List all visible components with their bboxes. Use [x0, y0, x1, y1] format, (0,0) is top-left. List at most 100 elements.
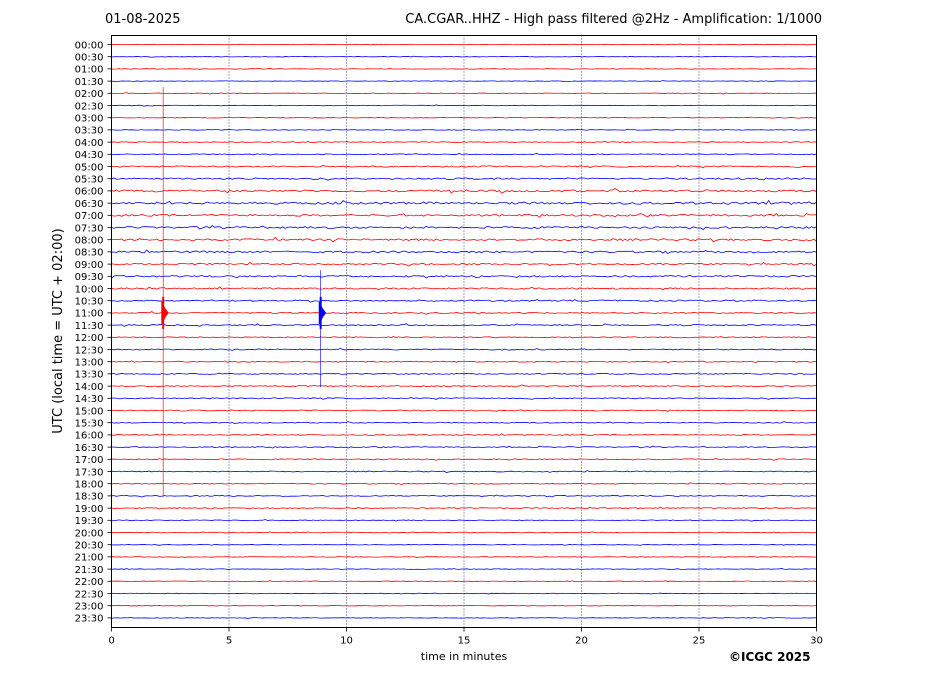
- trace-0930: [111, 274, 817, 279]
- trace-1130: [111, 323, 817, 327]
- plot-frame: [111, 35, 817, 628]
- y-tick-label-1330: 13:30: [75, 370, 104, 381]
- trace-0800: [111, 236, 817, 243]
- trace-0630: [111, 199, 817, 206]
- trace-1800: [111, 482, 817, 486]
- trace-1030: [111, 299, 817, 303]
- trace-0030: [111, 55, 817, 58]
- y-tick-label-0700: 07:00: [75, 211, 104, 222]
- trace-1000: [111, 286, 817, 291]
- x-tick-label-30: 30: [810, 636, 823, 647]
- y-tick-label-1500: 15:00: [75, 406, 104, 417]
- y-tick-label-2030: 20:30: [75, 541, 104, 552]
- y-tick-label-2100: 21:00: [75, 553, 104, 564]
- trace-1330: [111, 372, 817, 376]
- trace-2300: [111, 604, 817, 607]
- trace-2230: [111, 592, 817, 595]
- x-tick-label-10: 10: [340, 636, 353, 647]
- event-spikes: [161, 87, 327, 497]
- trace-0700: [111, 212, 817, 218]
- trace-1830: [111, 494, 817, 498]
- y-tick-label-0130: 01:30: [75, 77, 104, 88]
- trace-0830: [111, 249, 817, 255]
- trace-0900: [111, 261, 817, 267]
- y-tick-label-1600: 16:00: [75, 431, 104, 442]
- y-tick-label-1000: 10:00: [75, 284, 104, 295]
- x-tick-label-25: 25: [693, 636, 706, 647]
- trace-1600: [111, 433, 817, 436]
- y-tick-label-0900: 09:00: [75, 260, 104, 271]
- x-axis-label: time in minutes: [421, 650, 508, 663]
- x-tick-label-5: 5: [226, 636, 232, 647]
- y-tick-label-2130: 21:30: [75, 565, 104, 576]
- trace-0330: [111, 128, 817, 131]
- y-tick-label-0000: 00:00: [75, 40, 104, 51]
- trace-0530: [111, 177, 817, 181]
- y-tick-label-1830: 18:30: [75, 492, 104, 503]
- y-tick-label-0200: 02:00: [75, 89, 104, 100]
- y-tick-label-2230: 22:30: [75, 589, 104, 600]
- trace-1400: [111, 384, 817, 388]
- y-tick-label-1400: 14:00: [75, 382, 104, 393]
- trace-0100: [111, 67, 817, 70]
- trace-2130: [111, 568, 817, 571]
- y-tick-label-1630: 16:30: [75, 443, 104, 454]
- trace-2330: [111, 616, 817, 619]
- seismic-traces: [111, 43, 817, 619]
- y-tick-label-1530: 15:30: [75, 419, 104, 430]
- y-tick-label-1900: 19:00: [75, 504, 104, 515]
- trace-1730: [111, 470, 817, 473]
- y-tick-label-0100: 01:00: [75, 65, 104, 76]
- grid-lines: [228, 35, 700, 628]
- trace-2100: [111, 555, 817, 558]
- y-tick-label-1730: 17:30: [75, 467, 104, 478]
- plot-title: CA.CGAR..HHZ - High pass filtered @2Hz -…: [405, 12, 822, 27]
- y-tick-label-2300: 23:00: [75, 602, 104, 613]
- y-tick-label-1300: 13:00: [75, 358, 104, 369]
- y-tick-label-0600: 06:00: [75, 187, 104, 198]
- trace-1300: [111, 360, 817, 363]
- trace-1230: [111, 347, 817, 351]
- trace-1100: [111, 311, 817, 315]
- y-tick-label-2000: 20:00: [75, 528, 104, 539]
- y-tick-label-1700: 17:00: [75, 455, 104, 466]
- trace-1500: [111, 409, 817, 412]
- y-tick-label-1930: 19:30: [75, 516, 104, 527]
- trace-0130: [111, 80, 817, 82]
- y-tick-label-1130: 11:30: [75, 321, 104, 332]
- x-tick-label-20: 20: [575, 636, 588, 647]
- y-tick-label-1230: 12:30: [75, 345, 104, 356]
- trace-1630: [111, 445, 817, 449]
- trace-0500: [111, 164, 817, 169]
- y-tick-label-2200: 22:00: [75, 577, 104, 588]
- trace-2200: [111, 580, 817, 583]
- y-tick-label-0800: 08:00: [75, 236, 104, 247]
- y-tick-label-0930: 09:30: [75, 272, 104, 283]
- y-tick-label-0230: 02:30: [75, 101, 104, 112]
- y-tick-label-0300: 03:00: [75, 114, 104, 125]
- y-tick-label-0430: 04:30: [75, 150, 104, 161]
- x-tick-label-0: 0: [108, 636, 114, 647]
- trace-0200: [111, 92, 817, 95]
- y-tick-label-1800: 18:00: [75, 480, 104, 491]
- trace-0000: [111, 43, 817, 46]
- y-tick-label-0730: 07:30: [75, 223, 104, 234]
- y-tick-label-0330: 03:30: [75, 126, 104, 137]
- y-tick-label-2330: 23:30: [75, 614, 104, 625]
- y-tick-label-0530: 05:30: [75, 175, 104, 186]
- trace-1430: [111, 396, 817, 400]
- y-tick-label-0500: 05:00: [75, 162, 104, 173]
- trace-0400: [111, 140, 817, 144]
- y-tick-label-1030: 10:30: [75, 297, 104, 308]
- trace-1200: [111, 336, 817, 339]
- trace-0600: [111, 188, 817, 194]
- trace-1530: [111, 421, 817, 425]
- y-tick-label-1100: 11:00: [75, 309, 104, 320]
- x-axis-ticks: 0 5 10 15 20 25 30: [108, 627, 823, 647]
- y-tick-label-0830: 08:30: [75, 248, 104, 259]
- y-tick-label-0030: 00:30: [75, 53, 104, 64]
- y-tick-label-0630: 06:30: [75, 199, 104, 210]
- trace-0730: [111, 225, 817, 231]
